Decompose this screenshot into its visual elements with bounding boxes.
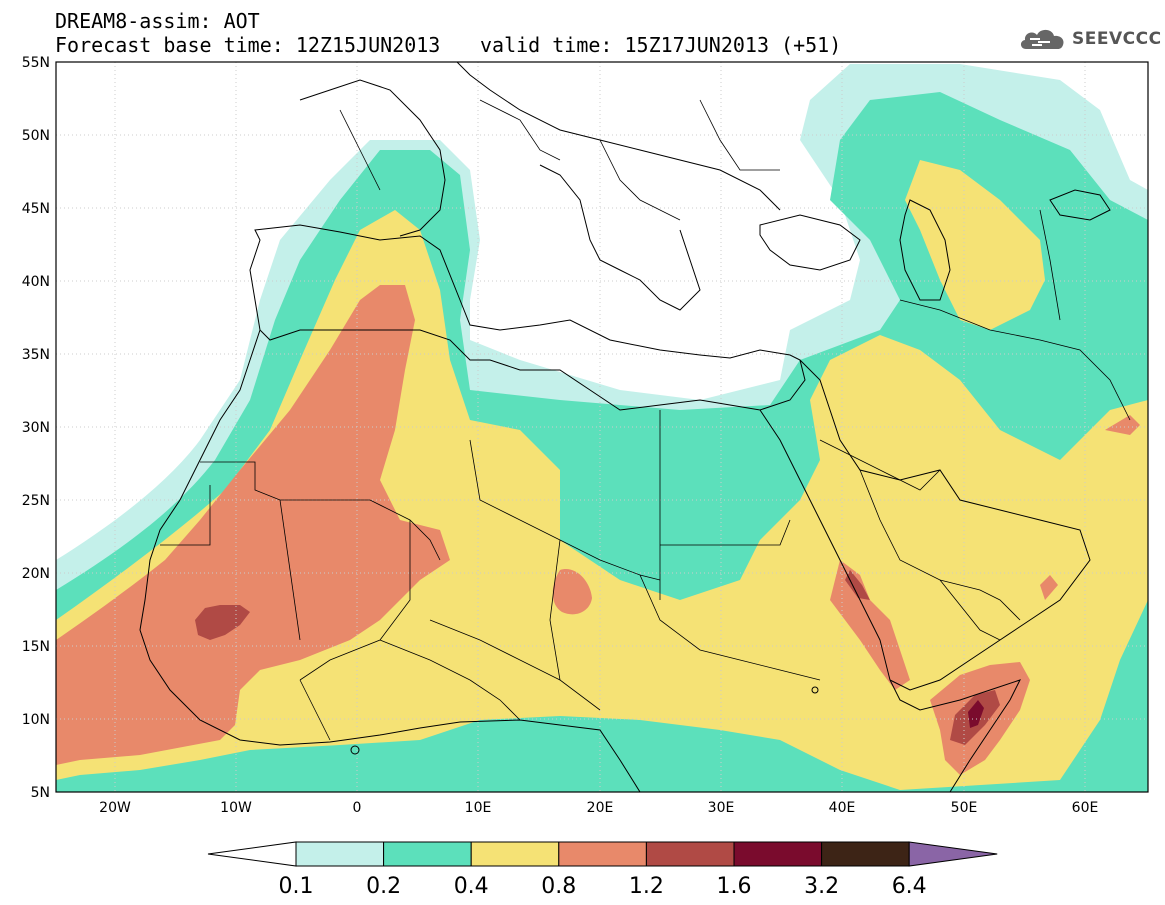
graticule [56, 62, 1148, 792]
lon-label: 30E [708, 800, 735, 816]
colorbar-label: 3.2 [804, 874, 839, 899]
lat-label: 30N [22, 420, 50, 436]
lat-label: 45N [22, 201, 50, 217]
valid-time: valid time: 15Z17JUN2013 (+51) [480, 33, 842, 57]
aot-band-0.8-chad [552, 569, 592, 615]
aot-band-1.2 [195, 605, 250, 640]
logo-text: SEEVCCC [1072, 29, 1162, 49]
country-borders [160, 99, 1131, 741]
colorbar-label: 0.4 [454, 874, 489, 899]
lon-label: 50E [951, 800, 978, 816]
colorbar-label: 1.6 [717, 874, 752, 899]
lat-label: 5N [31, 785, 50, 801]
colorbar-swatch [558, 841, 647, 867]
colorbar: 0.1 0.2 0.4 0.8 1.2 1.6 3.2 6.4 [207, 841, 998, 899]
lat-label: 50N [22, 128, 50, 144]
lon-label: 20W [99, 800, 131, 816]
colorbar-over-triangle [908, 841, 998, 867]
lat-label: 15N [22, 639, 50, 655]
aot-band-0.8-gulf [1105, 415, 1140, 435]
aot-band-1.2-redsea [845, 570, 870, 600]
seevccc-logo: SEEVCCC [1018, 24, 1162, 54]
aot-band-0.8-arabia [1040, 575, 1058, 600]
colorbar-label: 0.1 [279, 874, 314, 899]
forecast-base-time: Forecast base time: 12Z15JUN2013 [55, 33, 441, 57]
cloud-icon [1020, 29, 1064, 49]
longitude-labels: 20W 10W 0 10E 20E 30E 40E 50E 60E [99, 800, 1098, 816]
colorbar-swatch [470, 841, 560, 867]
aot-band-1.6 [968, 700, 984, 728]
colorbar-label: 0.2 [366, 874, 401, 899]
colorbar-swatch [383, 841, 472, 867]
title-line-1: DREAM8-assim: AOT [55, 9, 260, 33]
lat-label: 35N [22, 347, 50, 363]
lat-label: 10N [22, 712, 50, 728]
lat-label: 40N [22, 274, 50, 290]
aot-band-0.8-redsea [830, 560, 910, 690]
lat-label: 20N [22, 566, 50, 582]
latitude-labels: 55N 50N 45N 40N 35N 30N 25N 20N 15N 10N … [22, 55, 50, 801]
map-frame [55, 61, 1149, 793]
aot-band-0.8 [56, 285, 450, 765]
lon-label: 20E [587, 800, 614, 816]
coastlines [139, 62, 1111, 792]
lon-label: 0 [353, 800, 362, 816]
lon-label: 60E [1072, 800, 1099, 816]
colorbar-swatch [645, 841, 735, 867]
colorbar-label: 1.2 [629, 874, 664, 899]
aot-band-0.4-caspian [905, 160, 1045, 330]
lat-label: 55N [22, 55, 50, 71]
colorbar-swatch [295, 841, 385, 867]
lat-label: 25N [22, 493, 50, 509]
lon-label: 40E [829, 800, 856, 816]
lon-label: 10W [220, 800, 252, 816]
colorbar-swatch [733, 841, 823, 867]
lon-label: 10E [465, 800, 492, 816]
aot-contours [56, 64, 1148, 792]
colorbar-label: 6.4 [892, 874, 927, 899]
colorbar-swatch [821, 841, 910, 867]
colorbar-label: 0.8 [541, 874, 576, 899]
colorbar-under-triangle [207, 841, 297, 867]
